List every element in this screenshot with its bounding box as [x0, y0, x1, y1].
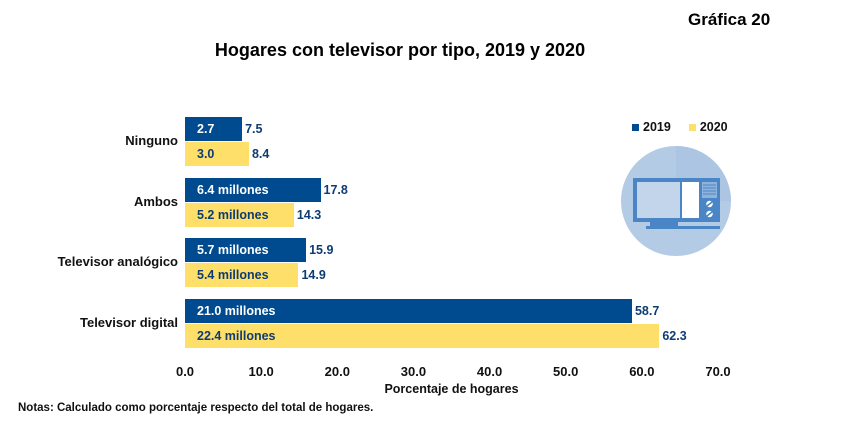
television-icon — [620, 145, 732, 262]
x-tick-label: 10.0 — [248, 364, 274, 379]
bar-2019 — [185, 238, 307, 262]
bar-2020 — [185, 203, 294, 227]
bar-2020 — [185, 324, 660, 348]
bar-2019 — [185, 178, 321, 202]
bar-2020 — [185, 142, 249, 166]
x-tick-label: 20.0 — [324, 364, 350, 379]
bar-2019 — [185, 299, 632, 323]
bar-inner-label-2020: 22.4 millones — [197, 329, 276, 343]
category-label: Televisor analógico — [57, 254, 178, 269]
x-tick-label: 50.0 — [553, 364, 579, 379]
legend: 2019 2020 — [632, 120, 728, 134]
bar-2020 — [185, 263, 299, 287]
category-label: Televisor digital — [79, 315, 178, 330]
bar-inner-label-2020: 3.0 — [197, 147, 215, 161]
chart-number: Gráfica 20 — [688, 10, 771, 29]
bar-value-label-2020: 14.9 — [301, 268, 326, 282]
x-tick-label: 70.0 — [705, 364, 731, 379]
bar-inner-label-2020: 5.2 millones — [197, 208, 269, 222]
legend-label-2020: 2020 — [699, 120, 728, 134]
x-tick-label: 0.0 — [175, 364, 195, 379]
bar-value-label-2019: 15.9 — [309, 243, 334, 257]
bar-inner-label-2019: 2.7 — [197, 122, 215, 136]
legend-item-2020: 2020 — [688, 120, 728, 134]
bar-inner-label-2019: 6.4 millones — [197, 183, 269, 197]
bar-inner-label-2019: 21.0 millones — [197, 304, 276, 318]
bar-value-label-2020: 8.4 — [251, 147, 270, 161]
legend-label-2019: 2019 — [643, 120, 671, 134]
bar-value-label-2020: 62.3 — [662, 329, 687, 343]
bar-value-label-2019: 7.5 — [245, 122, 263, 136]
chart-title: Hogares con televisor por tipo, 2019 y 2… — [214, 40, 586, 60]
bar-value-label-2019: 17.8 — [323, 183, 348, 197]
bar-inner-label-2020: 5.4 millones — [197, 268, 269, 282]
category-label: Ambos — [133, 194, 178, 209]
x-tick-label: 30.0 — [400, 364, 427, 379]
bar-2019 — [185, 117, 243, 141]
category-label: Ninguno — [125, 133, 178, 148]
bar-value-label-2020: 14.3 — [296, 208, 322, 222]
x-tick-label: 40.0 — [476, 364, 503, 379]
bar-value-label-2019: 58.7 — [634, 304, 660, 318]
bar-inner-label-2019: 5.7 millones — [197, 243, 269, 257]
x-axis-label: Porcentaje de hogares — [384, 382, 519, 396]
legend-swatch-2019 — [632, 123, 639, 131]
notes: Notas: Calculado como porcentaje respect… — [18, 402, 374, 414]
legend-item-2019: 2019 — [632, 120, 671, 134]
x-tick-label: 60.0 — [629, 364, 655, 379]
legend-swatch-2020 — [688, 123, 696, 131]
